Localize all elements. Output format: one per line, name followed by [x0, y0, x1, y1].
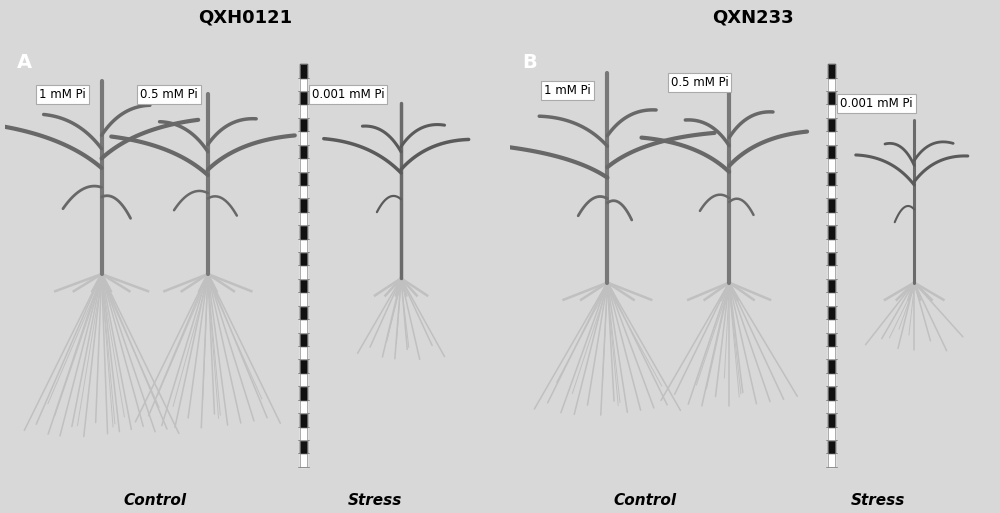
- Text: 0.001 mM Pi: 0.001 mM Pi: [312, 88, 384, 102]
- Text: 1 mM Pi: 1 mM Pi: [39, 88, 86, 102]
- Text: B: B: [522, 53, 537, 72]
- Text: 0.5 mM Pi: 0.5 mM Pi: [671, 75, 728, 89]
- Text: Stress: Stress: [851, 492, 905, 508]
- Text: QXN233: QXN233: [712, 9, 794, 27]
- Text: QXH0121: QXH0121: [198, 9, 292, 27]
- Text: Control: Control: [613, 492, 677, 508]
- Text: Stress: Stress: [348, 492, 402, 508]
- Text: 0.001 mM Pi: 0.001 mM Pi: [840, 97, 913, 110]
- Text: A: A: [17, 53, 32, 72]
- Text: 0.5 mM Pi: 0.5 mM Pi: [140, 88, 198, 102]
- Text: 1 mM Pi: 1 mM Pi: [544, 84, 591, 97]
- Text: Control: Control: [123, 492, 187, 508]
